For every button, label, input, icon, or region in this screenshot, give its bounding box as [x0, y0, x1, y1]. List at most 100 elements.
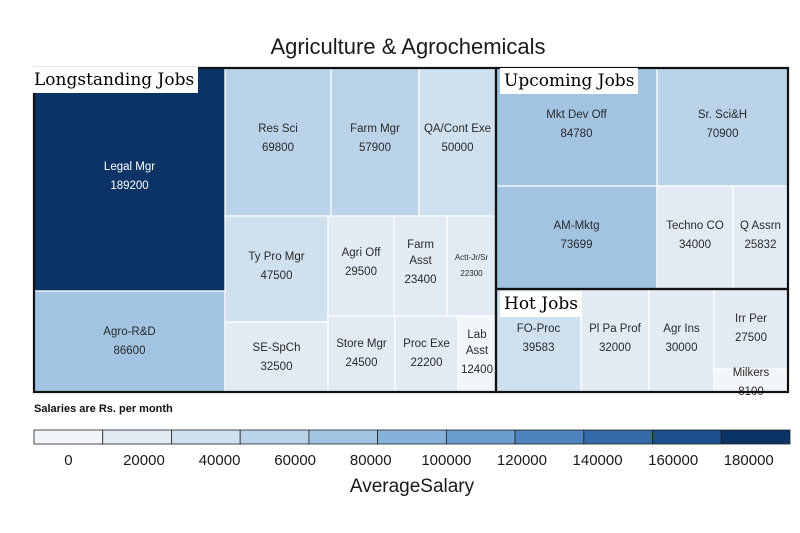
tile-label-proc-exe: Proc Exe — [403, 338, 450, 350]
tile-se-spch: SE-SpCh 32500 — [224, 321, 329, 393]
tile-value-actt-jr-sr: 22300 — [460, 269, 483, 278]
tile-rect-lab-asst — [457, 315, 497, 393]
colorbar-tick-label: 80000 — [350, 452, 392, 469]
tile-value-farm-mgr: 57900 — [359, 142, 391, 154]
colorbar-tick-label: 140000 — [573, 452, 623, 469]
tile-ty-pro-mgr: Ty Pro Mgr 47500 — [224, 215, 329, 323]
colorbar-segment — [583, 429, 653, 445]
tile-label-res-sci: Res Sci — [258, 123, 298, 135]
tile-value-am-mktg: 73699 — [561, 239, 593, 251]
tile-irr-per: Irr Per 27500 — [713, 288, 789, 370]
tile-qa-cont-exe: QA/Cont Exe 50000 — [418, 67, 497, 217]
tile-value-ty-pro-mgr: 47500 — [261, 270, 293, 282]
colorbar-tick-label: 40000 — [199, 452, 241, 469]
colorbar-segment — [720, 429, 791, 445]
colorbar-tick-label: 0 — [64, 452, 72, 469]
colorbar-tick-label: 160000 — [648, 452, 698, 469]
tile-label-agro-r-d: Agro-R&D — [103, 326, 155, 338]
tile-label-farm-mgr: Farm Mgr — [350, 123, 400, 135]
colorbar-tick-label: 20000 — [123, 452, 165, 469]
tile-actt-jr-sr: Actt-Jr/Sr 22300 — [446, 215, 497, 317]
tile-label-sr-sci-h: Sr. Sci&H — [698, 109, 747, 121]
tile-value-agro-r-d: 86600 — [114, 345, 146, 357]
colorbar-segment — [377, 429, 447, 445]
tile-proc-exe: Proc Exe 22200 — [394, 315, 459, 393]
tile-rect-irr-per — [713, 288, 789, 370]
tile-label-lab-asst: Lab — [467, 329, 486, 341]
tile-rect-agro-r-d — [33, 290, 226, 393]
tile-value-agri-off: 29500 — [345, 266, 377, 278]
tile-value-mkt-dev-off: 84780 — [561, 128, 593, 140]
colorbar-segment — [102, 429, 172, 445]
tile-rect-ty-pro-mgr — [224, 215, 329, 323]
tile-rect-q-assrn — [732, 185, 789, 290]
tile-value-res-sci: 69800 — [262, 142, 294, 154]
tile-label-fo-proc: FO-Proc — [517, 323, 561, 335]
tile-sr-sci-h: Sr. Sci&H 70900 — [656, 67, 789, 187]
tile-rect-store-mgr — [327, 315, 396, 393]
colorbar-segment — [445, 429, 516, 445]
colorbar-tick-label: 180000 — [724, 452, 774, 469]
tile-label-store-mgr: Store Mgr — [336, 338, 387, 350]
chart-title: Agriculture & Agrochemicals — [270, 34, 545, 59]
colorbar-segment — [239, 429, 310, 445]
tile-label-lab-asst: Asst — [466, 345, 489, 357]
tile-label-ty-pro-mgr: Ty Pro Mgr — [248, 251, 304, 263]
tile-rect-pl-pa-prof — [580, 288, 650, 393]
tile-value-q-assrn: 25832 — [745, 239, 777, 251]
tile-value-legal-mgr: 189200 — [110, 180, 148, 192]
tile-value-proc-exe: 22200 — [411, 357, 443, 369]
tile-label-farm-asst: Farm — [407, 239, 434, 251]
group-borders — [32, 66, 790, 394]
colorbar-segment — [652, 429, 722, 445]
colorbar-segment — [171, 429, 241, 445]
tile-techno-co: Techno CO 34000 — [656, 185, 734, 290]
tile-farm-asst: Farm Asst 23400 — [393, 215, 448, 317]
tile-rect-am-mktg — [495, 185, 658, 290]
tile-rect-se-spch — [224, 321, 329, 393]
tile-rect-agri-off — [327, 215, 395, 323]
tile-label-se-spch: SE-SpCh — [253, 342, 301, 354]
tile-value-techno-co: 34000 — [679, 239, 711, 251]
tile-label-milkers: Milkers — [733, 367, 770, 379]
tile-value-lab-asst: 12400 — [461, 364, 493, 376]
tile-store-mgr: Store Mgr 24500 — [327, 315, 396, 393]
tile-value-fo-proc: 39583 — [523, 342, 555, 354]
tile-label-mkt-dev-off: Mkt Dev Off — [546, 109, 607, 121]
tile-rect-proc-exe — [394, 315, 459, 393]
tile-value-se-spch: 32500 — [261, 361, 293, 373]
tile-value-sr-sci-h: 70900 — [707, 128, 739, 140]
salary-note: Salaries are Rs. per month — [34, 403, 173, 415]
tile-rect-sr-sci-h — [656, 67, 789, 187]
colorbar-label: AverageSalary — [350, 476, 475, 497]
tile-pl-pa-prof: Pl Pa Prof 32000 — [580, 288, 650, 393]
tile-rect-actt-jr-sr — [446, 215, 497, 317]
tile-label-agri-off: Agri Off — [342, 247, 382, 259]
tile-lab-asst: Lab Asst 12400 — [457, 315, 497, 393]
tile-label-qa-cont-exe: QA/Cont Exe — [424, 123, 491, 135]
group-border-2 — [494, 287, 790, 394]
tile-agro-r-d: Agro-R&D 86600 — [33, 290, 226, 393]
group-label-longstanding: Longstanding Jobs — [30, 67, 199, 93]
tile-res-sci: Res Sci 69800 — [224, 67, 332, 217]
colorbar-tick-label: 60000 — [274, 452, 316, 469]
tile-label-agr-ins: Agr Ins — [663, 323, 700, 335]
group-label-upcoming: Upcoming Jobs — [500, 68, 639, 94]
tile-rect-legal-mgr — [33, 67, 226, 292]
tile-agri-off: Agri Off 29500 — [327, 215, 395, 323]
tile-agr-ins: Agr Ins 30000 — [648, 288, 715, 393]
tile-label-irr-per: Irr Per — [735, 313, 767, 325]
colorbar-tick-label: 100000 — [421, 452, 471, 469]
tile-value-irr-per: 27500 — [735, 332, 767, 344]
tile-label-legal-mgr: Legal Mgr — [104, 161, 155, 173]
tile-rect-techno-co — [656, 185, 734, 290]
colorbar-segment — [308, 429, 379, 445]
colorbar-segment — [514, 429, 585, 445]
tile-value-qa-cont-exe: 50000 — [442, 142, 474, 154]
tile-label-am-mktg: AM-Mktg — [554, 220, 600, 232]
tile-value-farm-asst: 23400 — [405, 274, 437, 286]
tile-q-assrn: Q Assrn 25832 — [732, 185, 789, 290]
